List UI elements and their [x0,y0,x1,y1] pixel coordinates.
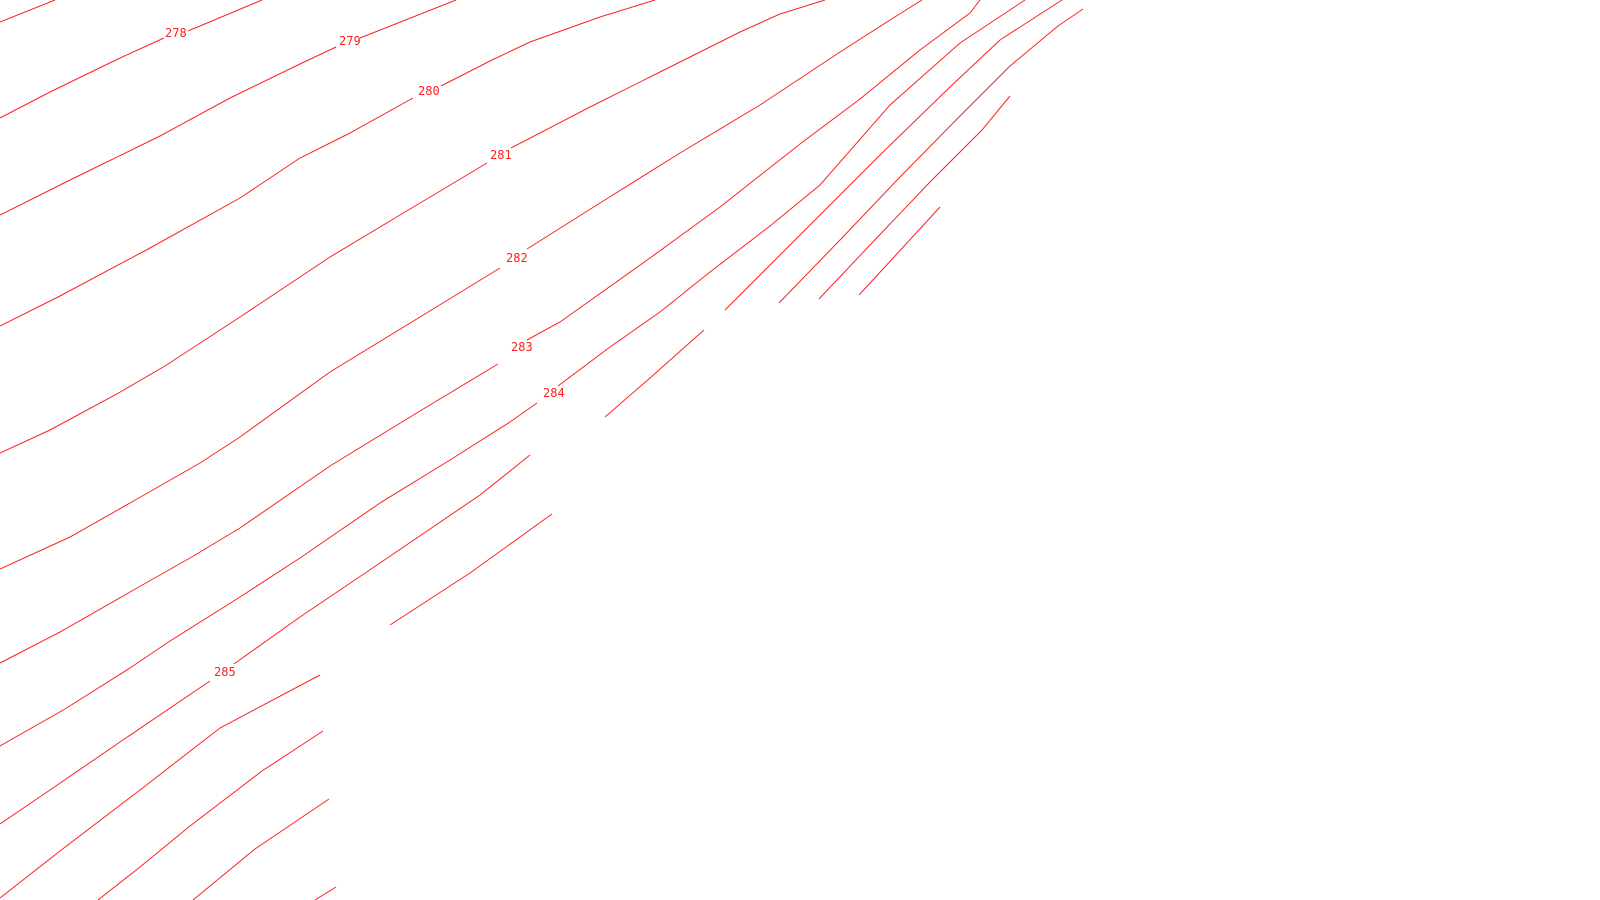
contour-line [0,363,499,664]
contour-label: 283 [511,340,533,354]
contour-line [526,0,981,341]
contour-label: 281 [490,148,512,162]
contour-labels: 278 279 280 281 282 283 284 285 [165,26,565,679]
contour-line [858,206,941,296]
contour-label: 282 [506,251,528,265]
contour-label: 278 [165,26,187,40]
contour-label: 279 [339,34,361,48]
contour-line [818,95,1011,300]
contour-line [0,402,538,747]
contour-line [0,680,211,825]
contour-label: 284 [543,386,565,400]
contour-line [359,0,457,39]
contour-lines [0,0,1084,900]
contour-line [724,0,1063,311]
contour-label: 280 [418,84,440,98]
contour-line [0,37,165,119]
contour-label: 285 [214,665,236,679]
contour-line [314,886,337,900]
contour-line [557,0,1026,387]
contour-line [389,513,553,626]
contour-line [604,329,705,418]
contour-line [778,8,1084,304]
contour-line [97,730,324,900]
contour-line [192,798,330,900]
contour-line [233,454,531,665]
contour-line [0,674,321,899]
contour-line [0,97,414,327]
contour-line [0,162,488,454]
contour-line [0,46,337,216]
contour-line [187,0,263,32]
contour-line [0,0,56,23]
contour-line [0,267,501,570]
contour-line [510,0,826,149]
contour-line [526,0,923,250]
contour-line [440,0,656,87]
